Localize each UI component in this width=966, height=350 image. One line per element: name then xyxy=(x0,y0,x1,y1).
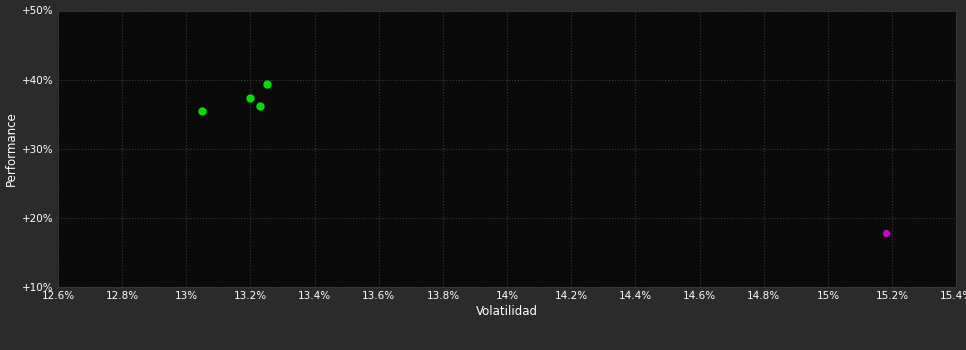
Point xyxy=(259,82,274,87)
Point xyxy=(252,103,268,109)
Point xyxy=(194,108,210,114)
Point xyxy=(242,96,258,101)
Y-axis label: Performance: Performance xyxy=(5,111,18,186)
X-axis label: Volatilidad: Volatilidad xyxy=(476,305,538,318)
Point xyxy=(878,230,894,236)
